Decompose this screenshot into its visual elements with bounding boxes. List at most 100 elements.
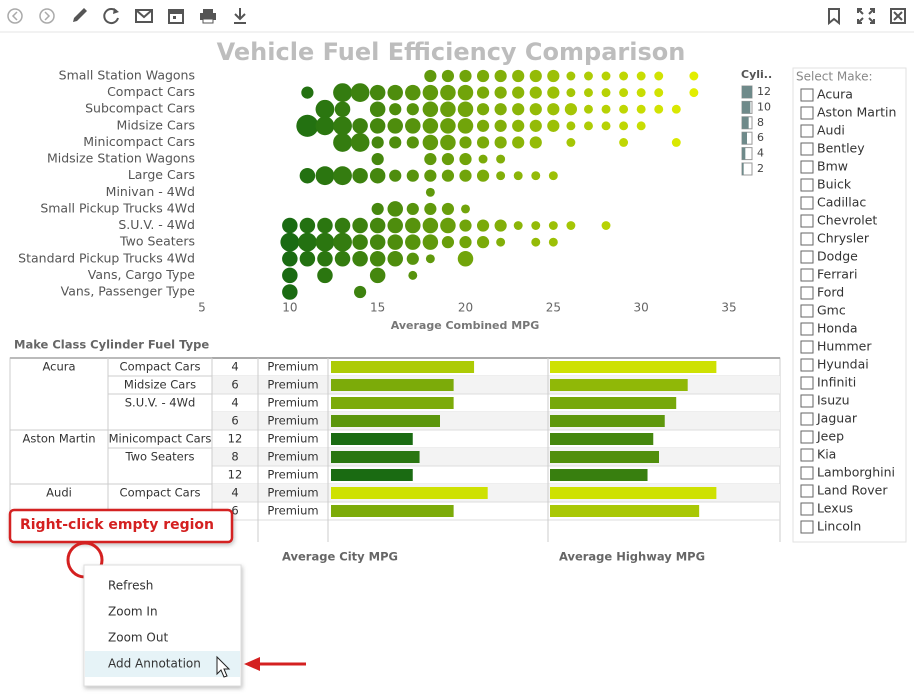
make-checkbox[interactable]	[800, 286, 814, 300]
make-option[interactable]: Aston Martin	[817, 105, 896, 120]
make-checkbox[interactable]	[800, 232, 814, 246]
bubble	[619, 138, 629, 147]
make-checkbox[interactable]	[800, 466, 814, 480]
make-checkbox[interactable]	[800, 124, 814, 138]
city-bar	[331, 505, 454, 517]
make-checkbox[interactable]	[800, 430, 814, 444]
bubble	[512, 136, 525, 149]
make-option[interactable]: Land Rover	[817, 483, 888, 498]
make-option[interactable]: Audi	[817, 123, 845, 138]
make-option[interactable]: Buick	[817, 177, 852, 192]
fuel-cell: Premium	[267, 486, 318, 500]
make-option[interactable]: Kia	[817, 447, 836, 462]
toolbar	[0, 8, 914, 33]
bubble	[352, 118, 368, 134]
bubble	[564, 103, 578, 116]
make-option[interactable]: Lincoln	[817, 519, 861, 534]
make-option[interactable]: Isuzu	[817, 393, 850, 408]
make-option[interactable]: Ford	[817, 285, 844, 300]
bookmark-button[interactable]	[828, 8, 840, 26]
make-checkbox[interactable]	[800, 304, 814, 318]
make-option[interactable]: Bmw	[817, 159, 848, 174]
make-option[interactable]: Ferrari	[817, 267, 858, 282]
email-button[interactable]	[135, 9, 153, 23]
fuel-cell: Premium	[267, 504, 318, 518]
make-option[interactable]: Jeep	[816, 429, 844, 444]
bubble	[601, 221, 611, 230]
make-option[interactable]: Chevrolet	[817, 213, 877, 228]
fullscreen-button[interactable]	[857, 8, 875, 24]
make-checkbox[interactable]	[800, 502, 814, 516]
menu-item[interactable]: Zoom In	[108, 605, 158, 619]
make-option[interactable]: Jaguar	[816, 411, 858, 426]
bubble	[441, 152, 455, 166]
legend-label: 6	[757, 131, 764, 144]
bubble	[457, 84, 474, 101]
make-option[interactable]: Hummer	[817, 339, 872, 354]
class-cell: Two Seaters	[125, 450, 195, 464]
make-checkbox[interactable]	[800, 106, 814, 120]
refresh-button[interactable]	[103, 8, 119, 25]
highway-bar	[550, 469, 648, 481]
make-option[interactable]: Honda	[817, 321, 858, 336]
menu-item[interactable]: Zoom Out	[108, 631, 168, 645]
forward-button[interactable]	[39, 8, 55, 24]
edit-button[interactable]	[73, 8, 87, 22]
bubble	[513, 221, 523, 230]
menu-item[interactable]: Add Annotation	[108, 657, 201, 671]
bubble	[476, 219, 490, 232]
highway-bar	[550, 361, 717, 373]
make-checkbox[interactable]	[800, 340, 814, 354]
y-tick-label: Vans, Passenger Type	[61, 284, 196, 299]
bubble	[636, 88, 646, 98]
make-checkbox[interactable]	[800, 394, 814, 408]
bubble	[494, 219, 507, 232]
make-checkbox[interactable]	[800, 196, 814, 210]
make-checkbox[interactable]	[800, 88, 814, 102]
menu-item[interactable]: Refresh	[108, 579, 153, 593]
make-option[interactable]: Lamborghini	[817, 465, 895, 480]
make-checkbox[interactable]	[800, 376, 814, 390]
make-checkbox[interactable]	[800, 214, 814, 228]
make-checkbox[interactable]	[800, 268, 814, 282]
bubble	[371, 202, 384, 216]
make-checkbox[interactable]	[800, 322, 814, 336]
back-button[interactable]	[7, 8, 23, 24]
make-option[interactable]: Dodge	[817, 249, 858, 264]
make-checkbox[interactable]	[800, 160, 814, 174]
make-checkbox[interactable]	[800, 358, 814, 372]
bubble	[459, 169, 472, 182]
bubble	[371, 152, 384, 166]
make-option[interactable]: Chrysler	[817, 231, 870, 246]
make-option[interactable]: Bentley	[817, 141, 865, 156]
bubble	[333, 166, 352, 186]
bubble	[441, 236, 455, 249]
make-checkbox[interactable]	[800, 520, 814, 534]
print-button[interactable]	[200, 9, 216, 24]
y-tick-label: Midsize Cars	[117, 117, 195, 132]
make-option[interactable]: Hyundai	[817, 357, 869, 372]
bubble	[387, 251, 403, 267]
legend-label: 2	[757, 162, 764, 175]
make-checkbox[interactable]	[800, 142, 814, 156]
make-checkbox[interactable]	[800, 178, 814, 192]
make-checkbox[interactable]	[800, 448, 814, 462]
make-option[interactable]: Acura	[817, 87, 853, 102]
bubble	[369, 234, 386, 250]
make-option[interactable]: Lexus	[817, 501, 853, 516]
make-option[interactable]: Cadillac	[817, 195, 866, 210]
make-checkbox[interactable]	[800, 250, 814, 264]
make-checkbox[interactable]	[800, 412, 814, 426]
calendar-button[interactable]	[168, 9, 184, 24]
make-option[interactable]: Infiniti	[817, 375, 856, 390]
make-checkbox[interactable]	[800, 484, 814, 498]
make-option[interactable]: Gmc	[817, 303, 846, 318]
highway-bar	[550, 505, 700, 517]
download-button[interactable]	[234, 8, 246, 24]
bubble	[457, 101, 474, 117]
legend-icon-fill	[742, 163, 744, 175]
bubble	[636, 71, 646, 81]
close-button[interactable]	[890, 8, 906, 24]
bubble	[566, 71, 576, 81]
bubble	[512, 119, 525, 132]
